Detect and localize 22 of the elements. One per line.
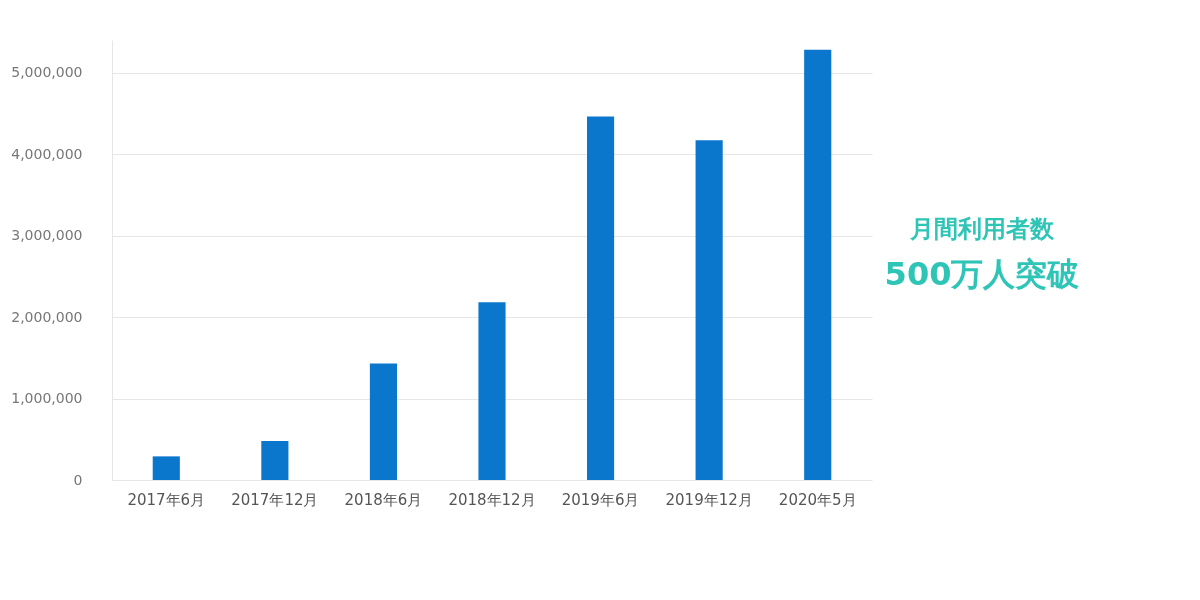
x-tick-label: 2018年6月 (344, 490, 423, 509)
bar (152, 456, 180, 480)
bar (369, 363, 397, 480)
y-tick-label: 4,000,000 (11, 145, 83, 162)
bar (804, 49, 832, 480)
x-tick-label: 2020年5月 (778, 490, 857, 509)
x-tick-label: 2017年6月 (127, 490, 206, 509)
text: 500万人突破 (884, 255, 1080, 293)
bar (695, 140, 723, 480)
y-tick-label: 1,000,000 (11, 390, 83, 407)
x-tick-label: 2018年12月 (448, 490, 536, 509)
text: 月間利用者数 (909, 215, 1055, 243)
bar (587, 116, 615, 480)
x-tick-label: 2019年12月 (665, 490, 753, 509)
bar (478, 302, 506, 480)
x-tick-label: 2017年12月 (231, 490, 319, 509)
y-tick-label: 5,000,000 (11, 64, 83, 81)
x-tick-label: 2019年6月 (561, 490, 640, 509)
y-tick-label: 0 (73, 471, 83, 488)
y-tick-label: 2,000,000 (11, 308, 83, 325)
y-tick-label: 3,000,000 (11, 227, 83, 244)
bar (261, 440, 289, 480)
